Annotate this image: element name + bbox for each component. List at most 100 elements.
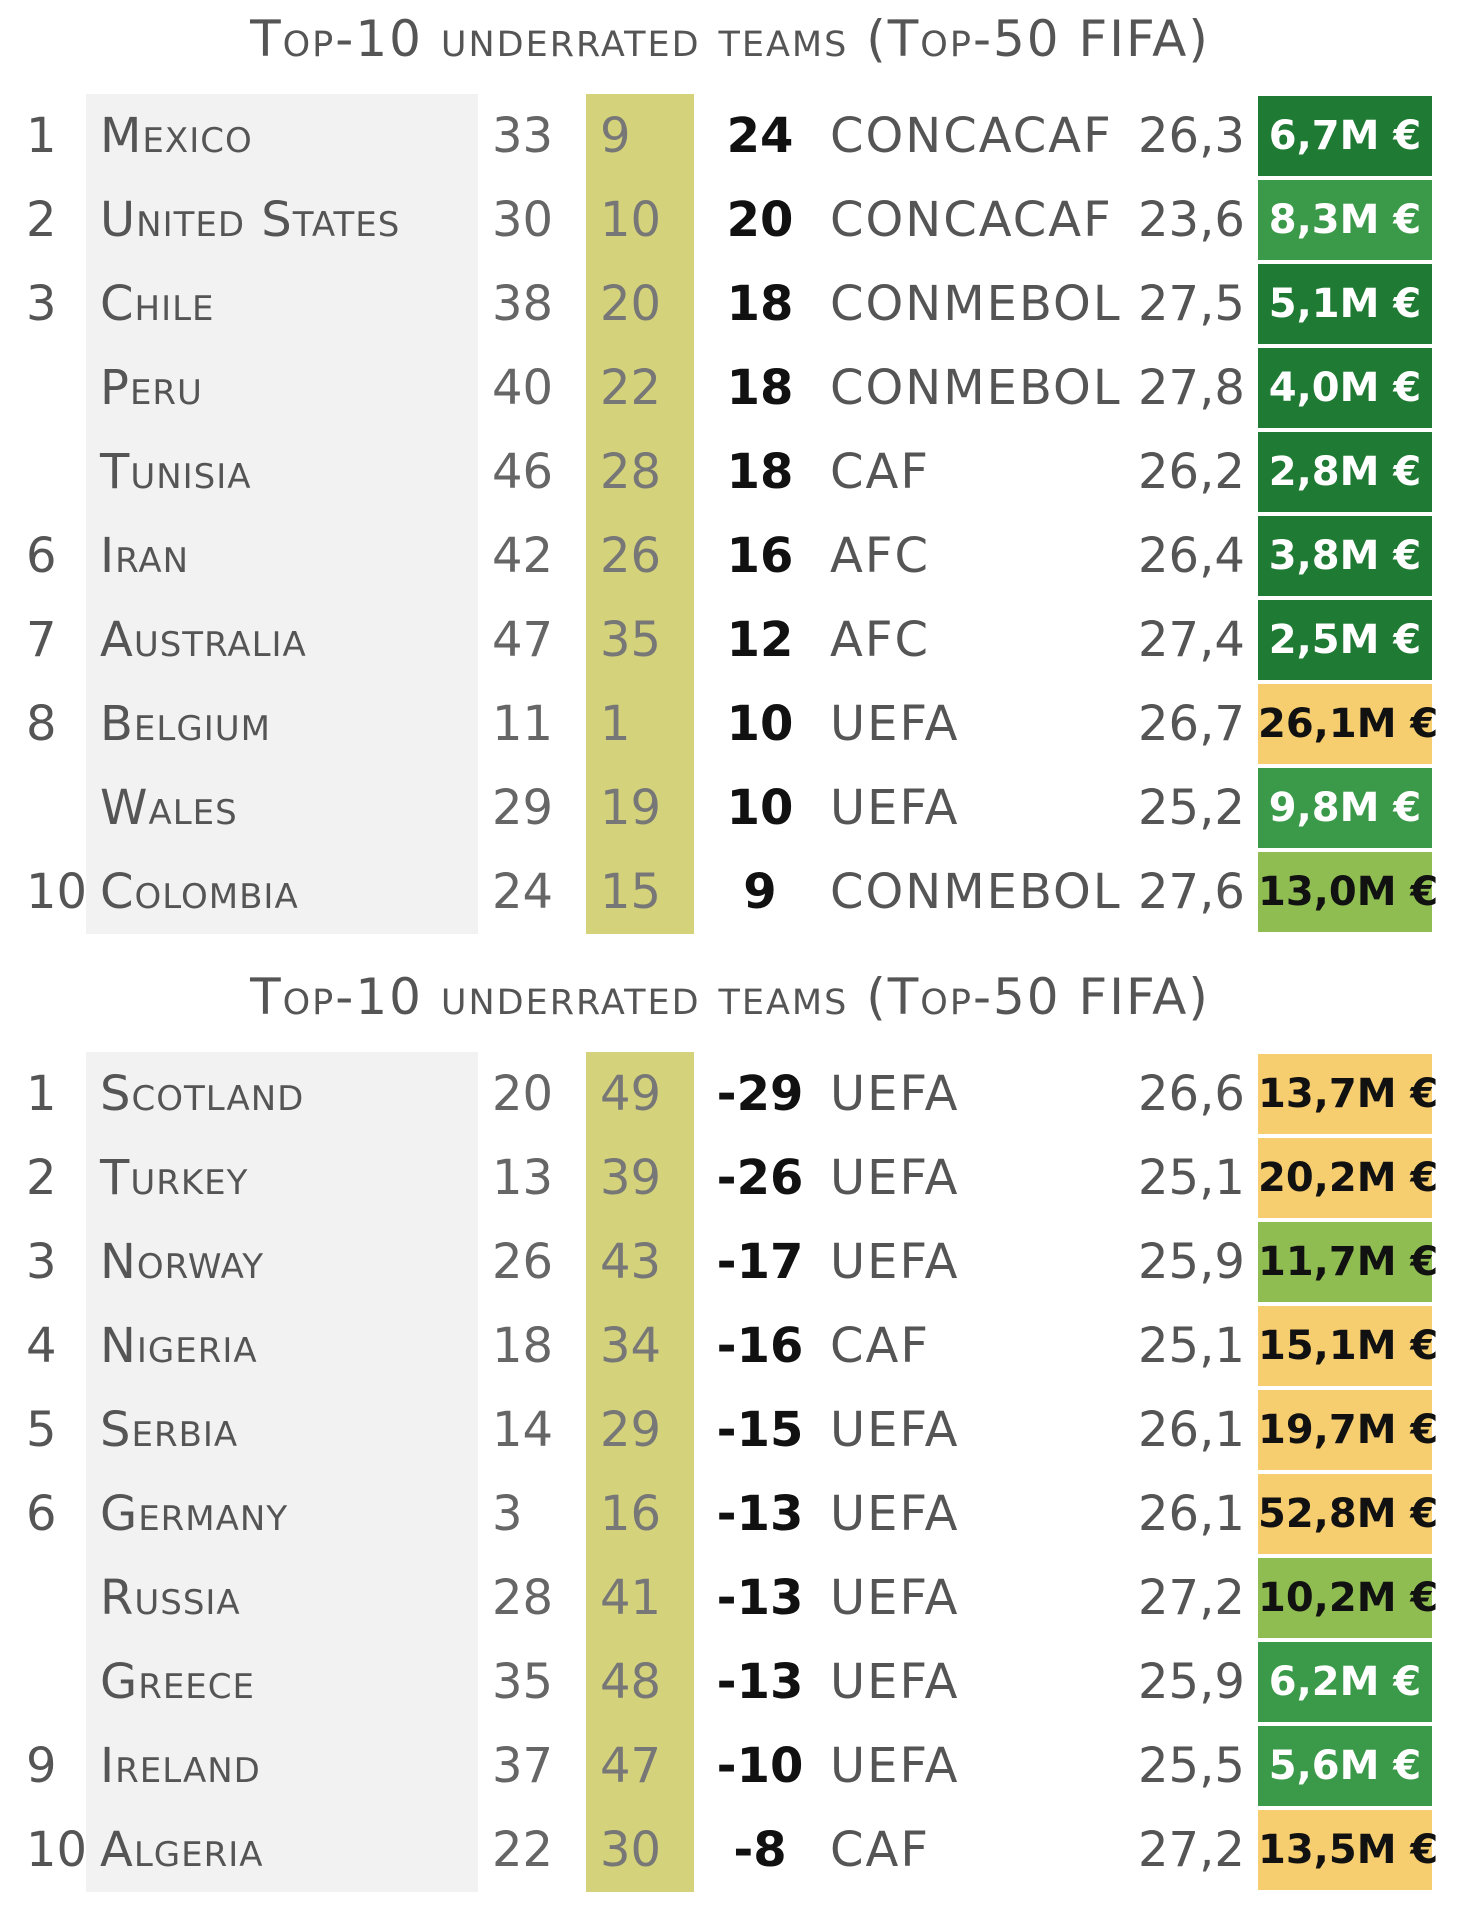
average-age-cell: 26,4 [1138, 528, 1245, 584]
table-row: 5 Serbia 14 29 -15 UEFA 26,1 19,7M € [0, 1388, 1460, 1472]
average-age-cell: 23,6 [1138, 192, 1245, 248]
rank-a-cell: 13 [492, 1150, 554, 1206]
rank-b-cell: 26 [600, 528, 662, 584]
table-row: 9 Ireland 37 47 -10 UEFA 25,5 5,6M € [0, 1724, 1460, 1808]
rank-a-cell: 3 [492, 1486, 523, 1542]
difference-cell: -16 [716, 1318, 804, 1374]
team-name-cell: Turkey [100, 1150, 249, 1206]
average-age-cell: 25,9 [1138, 1234, 1245, 1290]
difference-cell: -15 [716, 1402, 804, 1458]
rank-cell: 1 [26, 108, 57, 164]
table-row: 1 Scotland 20 49 -29 UEFA 26,6 13,7M € [0, 1052, 1460, 1136]
rank-b-cell: 29 [600, 1402, 662, 1458]
confederation-cell: UEFA [830, 1654, 960, 1710]
rank-a-cell: 22 [492, 1822, 554, 1878]
rank-b-cell: 28 [600, 444, 662, 500]
team-name-cell: Wales [100, 780, 238, 836]
average-age-cell: 27,2 [1138, 1570, 1245, 1626]
rank-b-cell: 19 [600, 780, 662, 836]
market-value-badge: 13,7M € [1258, 1054, 1438, 1134]
average-age-cell: 26,2 [1138, 444, 1245, 500]
rank-a-cell: 47 [492, 612, 554, 668]
rank-cell: 1 [26, 1066, 57, 1122]
table-row: Tunisia 46 28 18 CAF 26,2 2,8M € [0, 430, 1460, 514]
rank-b-cell: 1 [600, 696, 631, 752]
rank-cell: 10 [26, 864, 88, 920]
market-value-badge: 11,7M € [1258, 1222, 1438, 1302]
rank-column-highlight [586, 94, 694, 934]
rank-a-cell: 26 [492, 1234, 554, 1290]
market-value-badge: 3,8M € [1258, 516, 1432, 596]
team-name-cell: Germany [100, 1486, 289, 1542]
table-row: 8 Belgium 11 1 10 UEFA 26,7 26,1M € [0, 682, 1460, 766]
team-name-cell: Serbia [100, 1402, 239, 1458]
table-row: 3 Norway 26 43 -17 UEFA 25,9 11,7M € [0, 1220, 1460, 1304]
market-value-badge: 9,8M € [1258, 768, 1432, 848]
rank-cell: 2 [26, 1150, 57, 1206]
rank-cell: 6 [26, 1486, 57, 1542]
team-name-cell: Chile [100, 276, 215, 332]
team-name-cell: Ireland [100, 1738, 261, 1794]
market-value-badge: 4,0M € [1258, 348, 1432, 428]
team-name-cell: Belgium [100, 696, 271, 752]
team-name-cell: Algeria [100, 1822, 264, 1878]
rank-cell: 9 [26, 1738, 57, 1794]
market-value-badge: 8,3M € [1258, 180, 1432, 260]
rank-b-cell: 41 [600, 1570, 662, 1626]
market-value-badge: 5,6M € [1258, 1726, 1432, 1806]
table-row: 1 Mexico 33 9 24 CONCACAF 26,3 6,7M € [0, 94, 1460, 178]
confederation-cell: CONCACAF [830, 108, 1113, 164]
rank-cell: 2 [26, 192, 57, 248]
average-age-cell: 26,7 [1138, 696, 1245, 752]
confederation-cell: UEFA [830, 1402, 960, 1458]
rank-cell: 3 [26, 1234, 57, 1290]
table-row: 2 United States 30 10 20 CONCACAF 23,6 8,3M € [0, 178, 1460, 262]
rank-b-cell: 10 [600, 192, 662, 248]
rank-a-cell: 37 [492, 1738, 554, 1794]
average-age-cell: 26,1 [1138, 1402, 1245, 1458]
table-row: Peru 40 22 18 CONMEBOL 27,8 4,0M € [0, 346, 1460, 430]
team-name-cell: Greece [100, 1654, 256, 1710]
team-name-cell: Peru [100, 360, 203, 416]
difference-cell: -13 [716, 1570, 804, 1626]
underrated-ranking-table: 1 Scotland 20 49 -29 UEFA 26,6 13,7M €2 Turkey 13… [0, 1052, 1460, 1892]
rank-b-cell: 35 [600, 612, 662, 668]
confederation-cell: CONMEBOL [830, 276, 1122, 332]
confederation-cell: UEFA [830, 1570, 960, 1626]
confederation-cell: AFC [830, 528, 930, 584]
confederation-cell: UEFA [830, 1486, 960, 1542]
rank-a-cell: 14 [492, 1402, 554, 1458]
rank-a-cell: 30 [492, 192, 554, 248]
table-row: Greece 35 48 -13 UEFA 25,9 6,2M € [0, 1640, 1460, 1724]
confederation-cell: UEFA [830, 696, 960, 752]
rank-b-cell: 49 [600, 1066, 662, 1122]
confederation-cell: CONMEBOL [830, 360, 1122, 416]
rank-cell [26, 346, 86, 430]
difference-cell: 18 [726, 276, 794, 332]
rank-b-cell: 34 [600, 1318, 662, 1374]
average-age-cell: 27,8 [1138, 360, 1245, 416]
rank-cell: 7 [26, 612, 57, 668]
confederation-cell: UEFA [830, 1150, 960, 1206]
average-age-cell: 26,6 [1138, 1066, 1245, 1122]
average-age-cell: 25,9 [1138, 1654, 1245, 1710]
rank-b-cell: 47 [600, 1738, 662, 1794]
rank-a-cell: 46 [492, 444, 554, 500]
table-title: Top-10 underrated teams (Top-50 FIFA) [250, 10, 1210, 68]
team-name-cell: Mexico [100, 108, 253, 164]
difference-cell: 10 [726, 780, 794, 836]
difference-cell: 12 [726, 612, 794, 668]
rank-b-cell: 30 [600, 1822, 662, 1878]
team-name-cell: Norway [100, 1234, 265, 1290]
average-age-cell: 27,5 [1138, 276, 1245, 332]
average-age-cell: 27,6 [1138, 864, 1245, 920]
confederation-cell: UEFA [830, 1066, 960, 1122]
market-value-badge: 20,2M € [1258, 1138, 1438, 1218]
market-value-badge: 5,1M € [1258, 264, 1432, 344]
team-name-cell: Nigeria [100, 1318, 258, 1374]
rank-a-cell: 38 [492, 276, 554, 332]
team-name-cell: United States [100, 192, 401, 248]
table-row: 3 Chile 38 20 18 CONMEBOL 27,5 5,1M € [0, 262, 1460, 346]
table-row: 2 Turkey 13 39 -26 UEFA 25,1 20,2M € [0, 1136, 1460, 1220]
team-name-cell: Scotland [100, 1066, 305, 1122]
